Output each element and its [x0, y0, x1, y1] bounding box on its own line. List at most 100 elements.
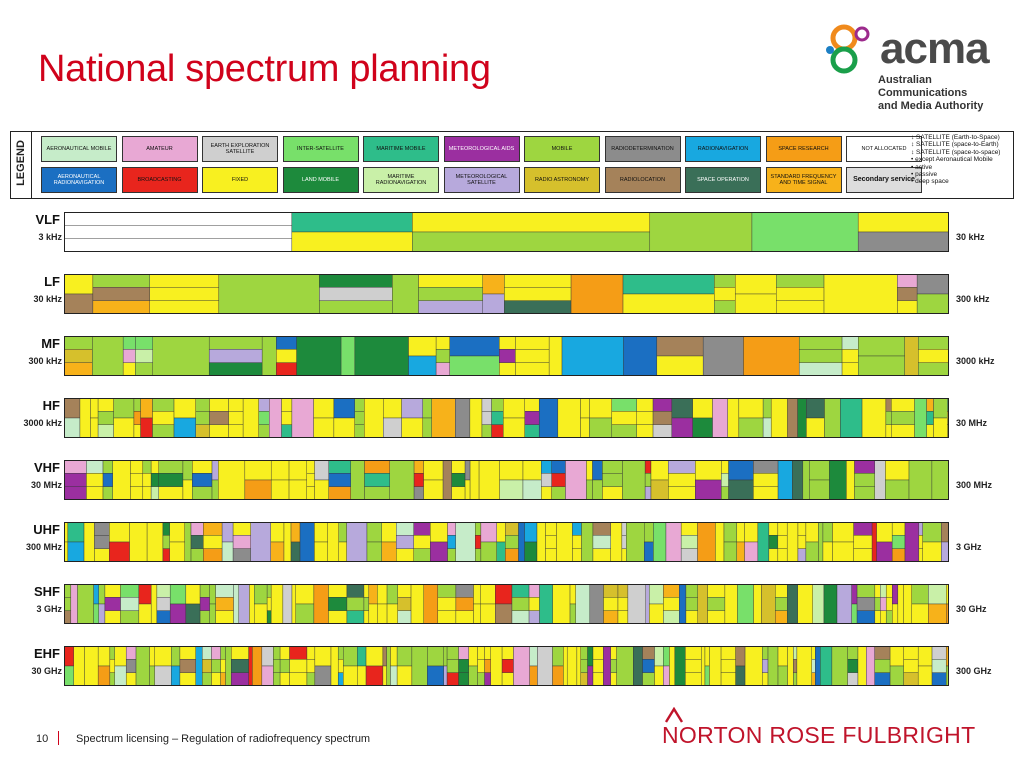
allocation-segment [211, 479, 219, 500]
allocation-segment [777, 522, 788, 536]
allocation-segment [364, 473, 390, 487]
allocation-segment [918, 535, 923, 549]
allocation-segment [798, 349, 843, 363]
allocation-segment [551, 460, 566, 474]
allocation-segment [524, 411, 540, 425]
allocation-segment [922, 541, 942, 562]
allocation-segment [158, 486, 184, 500]
allocation-segment [903, 646, 919, 660]
band-name: EHF [34, 646, 60, 661]
band-allocation-bar [64, 646, 949, 686]
allocation-segment [824, 398, 841, 438]
allocation-segment [565, 460, 587, 500]
allocation-segment [753, 460, 779, 474]
allocation-segment [650, 479, 669, 500]
allocation-segment [244, 479, 272, 500]
allocation-segment [636, 411, 654, 425]
allocation-segment [885, 584, 893, 598]
allocation-segment [276, 362, 297, 376]
allocation-segment [496, 541, 506, 562]
allocation-segment [776, 300, 825, 314]
allocation-segment [636, 398, 654, 412]
allocation-segment [775, 610, 788, 624]
allocation-segment [775, 597, 788, 611]
allocation-segment [64, 584, 72, 598]
allocation-segment [484, 672, 491, 686]
allocation-segment [386, 646, 391, 686]
allocation-segment [408, 336, 437, 357]
allocation-segment [281, 398, 293, 412]
allocation-segment [135, 646, 150, 686]
allocation-segment [248, 646, 253, 686]
allocation-segment [244, 460, 272, 481]
legend-item: NOT ALLOCATED [846, 136, 922, 162]
allocation-segment [154, 646, 172, 667]
allocation-segment [762, 646, 769, 660]
allocation-segment [885, 424, 892, 438]
allocation-segment [504, 300, 572, 314]
allocation-segment [652, 398, 673, 412]
allocation-segment [104, 597, 121, 611]
band-low-label: 30 GHz [31, 666, 62, 676]
allocation-segment [162, 535, 170, 549]
allocation-segment [173, 398, 197, 419]
allocation-segment [169, 584, 187, 605]
allocation-segment [611, 411, 637, 425]
allocation-segment [328, 584, 348, 598]
allocation-segment [427, 665, 444, 686]
allocation-segment [721, 486, 729, 500]
band-row-vlf: VLF 3 kHz 30 kHz [0, 200, 1024, 262]
allocation-segment [473, 584, 481, 605]
allocation-segment [528, 584, 540, 598]
allocation-segment [97, 646, 111, 667]
allocation-segment [861, 398, 887, 438]
allocation-segment [122, 362, 136, 376]
allocation-segment [266, 610, 272, 624]
allocation-segment [455, 522, 476, 562]
allocation-segment [232, 535, 251, 549]
allocation-segment [650, 460, 669, 481]
allocation-segment [762, 417, 772, 438]
allocation-segment [122, 349, 136, 363]
band-low-label: 300 MHz [25, 542, 62, 552]
legend-item: BROADCASTING [121, 167, 198, 193]
allocation-segment [152, 424, 175, 438]
band-allocation-bar [64, 584, 949, 624]
allocation-segment [552, 646, 564, 667]
allocation-segment [592, 522, 611, 536]
allocation-segment [266, 597, 272, 611]
allocation-segment [575, 584, 591, 624]
band-frame [64, 522, 949, 562]
allocation-segment [541, 460, 552, 474]
allocation-segment [231, 659, 249, 673]
allocation-segment [122, 336, 136, 350]
allocation-segment [712, 398, 728, 438]
allocation-segment [64, 362, 93, 376]
allocation-segment [831, 646, 848, 686]
allocation-segment [715, 522, 725, 562]
allocation-segment [602, 460, 623, 474]
legend-item: SPACE OPERATION [685, 167, 761, 193]
allocation-segment [524, 522, 538, 543]
allocation-segment [811, 646, 816, 660]
allocation-segment [203, 535, 223, 549]
allocation-segment [851, 603, 858, 624]
allocation-segment [211, 659, 221, 673]
band-name: VLF [35, 212, 60, 227]
allocation-segment [714, 300, 736, 314]
legend-key: ↕ SATELLITE (Earth-to-Space) ↕ SATELLITE … [911, 134, 1011, 186]
allocation-segment [734, 274, 777, 295]
allocation-segment [306, 473, 315, 487]
legend-item: RADIO ASTRONOMY [524, 167, 600, 193]
allocation-segment [319, 274, 393, 288]
allocation-segment [231, 672, 249, 686]
allocation-segment [130, 486, 144, 500]
allocation-segment [86, 486, 104, 500]
allocation-segment [663, 610, 680, 624]
allocation-segment [152, 398, 175, 412]
allocation-segment [231, 646, 249, 660]
allocation-segment [195, 398, 210, 412]
allocation-segment [874, 610, 881, 624]
allocation-segment [209, 411, 229, 425]
allocation-segment [668, 473, 696, 487]
